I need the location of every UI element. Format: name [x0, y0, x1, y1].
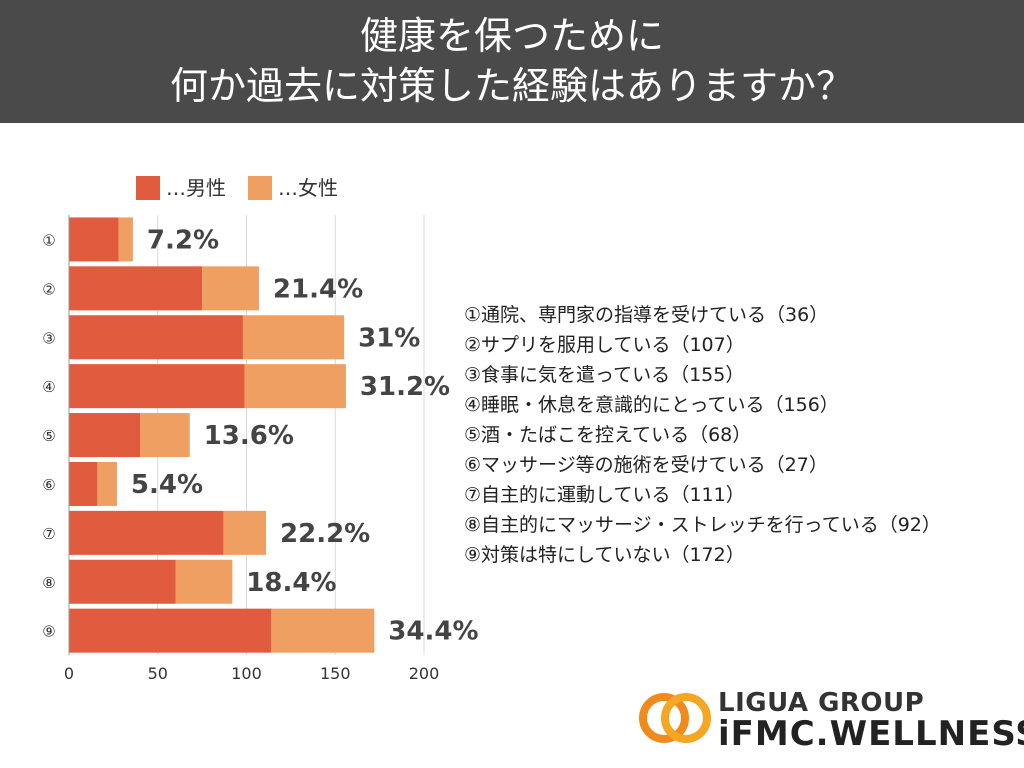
- category-list: ①通院、専門家の指導を受けている（36） ②サプリを服用している（107） ③食…: [464, 300, 941, 570]
- legend-label-male: …男性: [166, 176, 226, 200]
- x-tick-label: 0: [64, 664, 74, 683]
- x-tick-label: 200: [409, 664, 440, 683]
- category-label: ⑦: [42, 525, 55, 543]
- list-item: ⑦自主的に運動している（111）: [464, 484, 745, 506]
- rings-logo-icon: [639, 693, 711, 743]
- category-label: ①: [42, 231, 55, 249]
- legend-swatch-male: [136, 176, 160, 200]
- list-item: ⑤酒・たばこを控えている（68）: [464, 424, 752, 446]
- bar-female: [242, 315, 345, 360]
- title-banner: 健康を保つために 何か過去に対策した経験はありますか？: [0, 0, 1024, 123]
- bar-male: [69, 364, 245, 409]
- bar-female: [244, 364, 346, 409]
- data-label: 31.2%: [360, 372, 450, 402]
- bar-male: [69, 217, 119, 262]
- data-label: 13.6%: [204, 421, 294, 451]
- bar-female: [97, 461, 117, 506]
- list-item: ④睡眠・休息を意識的にとっている（156）: [464, 394, 839, 416]
- bar-male: [69, 266, 203, 311]
- bar-female: [202, 266, 259, 311]
- legend-item-male: …男性: [136, 176, 226, 200]
- list-item: ①通院、専門家の指導を受けている（36）: [464, 304, 829, 326]
- list-item: ⑥マッサージ等の施術を受けている（27）: [464, 454, 828, 476]
- x-tick-label: 100: [231, 664, 262, 683]
- x-tick-label: 50: [148, 664, 168, 683]
- category-label: ⑥: [42, 476, 55, 494]
- bar-male: [69, 461, 98, 506]
- category-label: ④: [42, 378, 55, 396]
- bar-female: [223, 510, 267, 555]
- legend-item-female: …女性: [248, 176, 338, 200]
- logo-group-name: LIGUA GROUP: [718, 688, 925, 718]
- list-item: ③食事に気を遣っている（155）: [464, 364, 745, 386]
- category-label: ⑤: [42, 427, 55, 445]
- bar-female: [271, 608, 375, 653]
- bar-female: [118, 217, 133, 262]
- legend-swatch-female: [248, 176, 272, 200]
- bar-male: [69, 559, 176, 604]
- bar-female: [175, 559, 233, 604]
- chart-title-line1: 健康を保つために: [359, 14, 664, 58]
- logo-brand-name: iFMC.WELLNESS: [718, 714, 1024, 754]
- bar-male: [69, 413, 140, 458]
- list-item: ⑨対策は特にしていない（172）: [464, 544, 745, 566]
- list-item: ⑧自主的にマッサージ・ストレッチを行っている（92）: [464, 514, 941, 536]
- category-label: ⑧: [42, 574, 55, 592]
- data-label: 31%: [358, 323, 420, 353]
- data-label: 21.4%: [273, 274, 363, 304]
- data-label: 22.2%: [280, 519, 370, 549]
- legend-label-female: …女性: [278, 176, 338, 200]
- bar-male: [69, 315, 243, 360]
- bar-female: [140, 413, 190, 458]
- category-label: ⑨: [42, 623, 55, 641]
- x-tick-label: 150: [320, 664, 351, 683]
- category-label: ②: [42, 280, 55, 298]
- company-logo: LIGUA GROUP iFMC.WELLNESS: [636, 686, 1024, 754]
- data-label: 18.4%: [246, 568, 336, 598]
- data-label: 34.4%: [388, 617, 478, 647]
- data-label: 7.2%: [147, 225, 219, 255]
- list-item: ②サプリを服用している（107）: [464, 334, 745, 356]
- bar-male: [69, 510, 224, 555]
- category-label: ③: [42, 329, 55, 347]
- bar-male: [69, 608, 272, 653]
- chart-title-line2: 何か過去に対策した経験はありますか？: [169, 64, 854, 108]
- data-label: 5.4%: [131, 470, 203, 500]
